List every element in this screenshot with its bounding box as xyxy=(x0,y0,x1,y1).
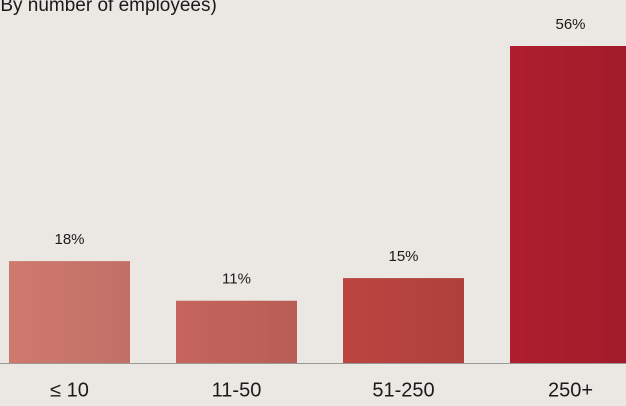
bar xyxy=(9,261,130,363)
bar xyxy=(510,46,626,363)
x-tick-label: 11-50 xyxy=(212,379,262,401)
value-label: 11% xyxy=(222,271,251,288)
value-label: 56% xyxy=(555,16,585,33)
chart-subtitle: (By number of employees) xyxy=(0,0,217,16)
bar xyxy=(176,300,297,363)
x-tick-label: ≤ 10 xyxy=(50,379,89,401)
x-tick-label: 250+ xyxy=(548,379,593,401)
x-tick-label: 51-250 xyxy=(372,379,434,401)
value-label: 15% xyxy=(388,248,418,265)
bar xyxy=(343,278,464,363)
value-label: 18% xyxy=(54,231,84,248)
